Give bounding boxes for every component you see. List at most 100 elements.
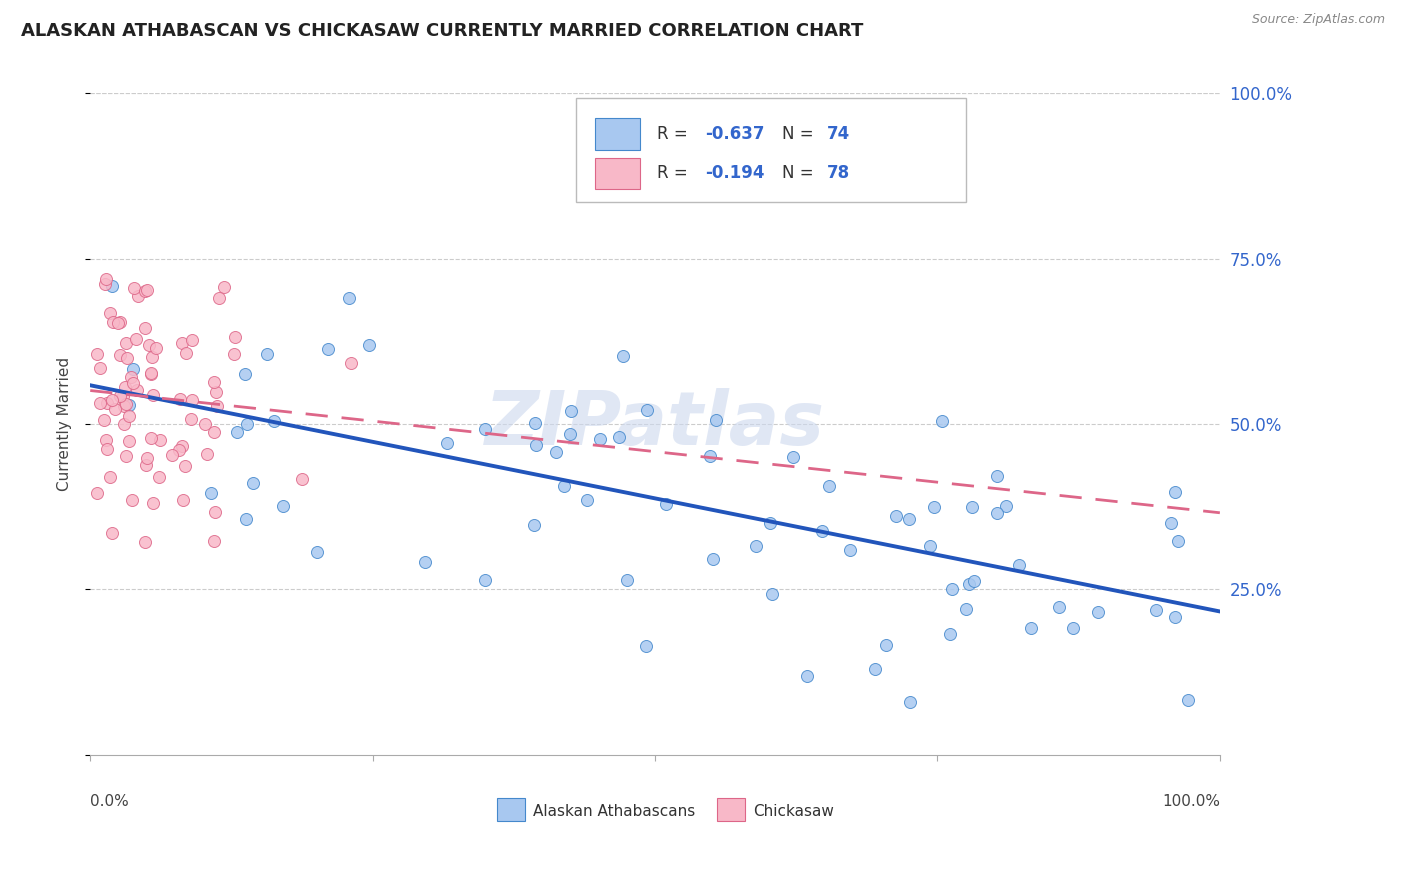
Text: R =: R = bbox=[658, 164, 693, 182]
Point bbox=[875, 638, 897, 652]
Point bbox=[612, 349, 634, 363]
Point bbox=[101, 315, 124, 329]
Text: Source: ZipAtlas.com: Source: ZipAtlas.com bbox=[1251, 13, 1385, 27]
Point bbox=[838, 542, 860, 557]
Point bbox=[818, 479, 841, 493]
Point bbox=[1164, 484, 1187, 499]
Point bbox=[172, 492, 194, 507]
Point bbox=[114, 336, 136, 351]
Point bbox=[337, 291, 360, 305]
Point bbox=[202, 534, 225, 549]
Point bbox=[145, 341, 167, 355]
Text: Chickasaw: Chickasaw bbox=[754, 804, 834, 819]
Point bbox=[939, 627, 962, 641]
Point bbox=[225, 425, 247, 439]
Point bbox=[474, 421, 496, 435]
Text: 78: 78 bbox=[827, 164, 849, 182]
Point bbox=[142, 388, 165, 402]
Point bbox=[142, 495, 165, 509]
Point bbox=[1160, 516, 1182, 531]
Point bbox=[122, 281, 145, 295]
Point bbox=[94, 434, 117, 448]
Point bbox=[100, 525, 122, 540]
Point bbox=[170, 336, 193, 351]
Point bbox=[120, 369, 142, 384]
Point bbox=[922, 500, 945, 515]
Point bbox=[960, 500, 983, 515]
Point bbox=[544, 445, 567, 459]
Point bbox=[1177, 693, 1199, 707]
Point bbox=[212, 280, 235, 294]
Point bbox=[118, 434, 141, 448]
Point bbox=[172, 440, 194, 454]
Point bbox=[699, 449, 721, 463]
Point bbox=[112, 399, 135, 413]
Point bbox=[357, 338, 380, 352]
Text: R =: R = bbox=[658, 125, 693, 143]
Point bbox=[114, 417, 136, 431]
Point bbox=[941, 582, 963, 596]
Point bbox=[174, 459, 197, 474]
Point bbox=[609, 430, 631, 444]
Text: -0.637: -0.637 bbox=[704, 125, 765, 143]
Point bbox=[208, 291, 231, 305]
Point bbox=[242, 475, 264, 490]
Point bbox=[96, 396, 118, 410]
Point bbox=[340, 356, 363, 370]
Point bbox=[176, 346, 198, 360]
Point bbox=[111, 389, 134, 403]
Point bbox=[94, 272, 117, 286]
Point bbox=[263, 414, 285, 428]
Point bbox=[93, 413, 115, 427]
Point bbox=[273, 499, 295, 513]
Point bbox=[884, 509, 907, 524]
Text: 74: 74 bbox=[827, 125, 851, 143]
FancyBboxPatch shape bbox=[595, 158, 640, 189]
Point bbox=[1019, 621, 1042, 635]
Point bbox=[413, 555, 436, 569]
Point bbox=[125, 383, 148, 397]
Point bbox=[136, 284, 159, 298]
Point bbox=[636, 403, 658, 417]
Text: N =: N = bbox=[782, 164, 818, 182]
Point bbox=[89, 395, 111, 409]
Point bbox=[125, 332, 148, 346]
Point bbox=[114, 380, 136, 394]
Point bbox=[224, 330, 246, 344]
Point bbox=[761, 587, 783, 601]
Point bbox=[98, 305, 121, 319]
Point bbox=[100, 279, 122, 293]
Point bbox=[524, 416, 547, 430]
FancyBboxPatch shape bbox=[576, 98, 966, 202]
Point bbox=[1087, 605, 1109, 619]
Point bbox=[222, 347, 245, 361]
Point bbox=[560, 403, 582, 417]
Point bbox=[931, 415, 953, 429]
Point bbox=[634, 639, 657, 653]
Point bbox=[104, 402, 127, 417]
Point bbox=[134, 535, 156, 549]
Point bbox=[957, 577, 980, 591]
Point bbox=[86, 486, 108, 500]
Point bbox=[291, 471, 314, 485]
Point bbox=[616, 574, 638, 588]
Point bbox=[169, 392, 191, 406]
FancyBboxPatch shape bbox=[496, 797, 524, 821]
Point bbox=[235, 512, 257, 526]
Point bbox=[86, 346, 108, 360]
Point bbox=[863, 662, 886, 676]
Point bbox=[136, 450, 159, 465]
Point bbox=[204, 505, 226, 519]
Point bbox=[180, 412, 202, 426]
Point bbox=[118, 409, 141, 423]
Point bbox=[307, 544, 329, 558]
Point bbox=[122, 361, 145, 376]
Point bbox=[134, 284, 156, 298]
Point bbox=[1144, 602, 1167, 616]
Point bbox=[180, 393, 202, 408]
Text: 0.0%: 0.0% bbox=[90, 795, 129, 809]
Point bbox=[986, 506, 1008, 520]
Point bbox=[1062, 621, 1084, 635]
Point bbox=[127, 289, 149, 303]
Point bbox=[141, 350, 163, 364]
